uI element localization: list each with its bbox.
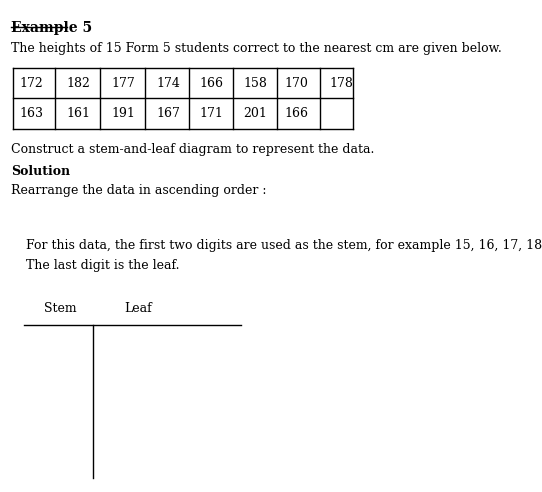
Text: Example 5: Example 5 <box>11 21 93 35</box>
Text: Solution: Solution <box>11 165 70 178</box>
Text: 182: 182 <box>66 77 90 90</box>
Text: 158: 158 <box>243 77 267 90</box>
Text: 166: 166 <box>285 107 308 120</box>
Text: 178: 178 <box>330 77 353 90</box>
Text: 191: 191 <box>111 107 136 120</box>
Text: 170: 170 <box>285 77 308 90</box>
Text: Stem: Stem <box>44 302 76 314</box>
Text: 166: 166 <box>200 77 224 90</box>
Text: The heights of 15 Form 5 students correct to the nearest cm are given below.: The heights of 15 Form 5 students correc… <box>11 42 502 55</box>
Text: Construct a stem-and-leaf diagram to represent the data.: Construct a stem-and-leaf diagram to rep… <box>11 144 375 156</box>
Text: 161: 161 <box>66 107 90 120</box>
Text: 163: 163 <box>20 107 43 120</box>
Text: 201: 201 <box>243 107 267 120</box>
Text: The last digit is the leaf.: The last digit is the leaf. <box>26 259 179 272</box>
Text: 174: 174 <box>157 77 180 90</box>
Text: For this data, the first two digits are used as the stem, for example 15, 16, 17: For this data, the first two digits are … <box>26 239 542 252</box>
Text: Leaf: Leaf <box>124 302 152 314</box>
Text: Rearrange the data in ascending order :: Rearrange the data in ascending order : <box>11 184 267 197</box>
Text: 171: 171 <box>200 107 224 120</box>
Text: 177: 177 <box>112 77 135 90</box>
Text: 167: 167 <box>157 107 180 120</box>
Text: 172: 172 <box>20 77 43 90</box>
